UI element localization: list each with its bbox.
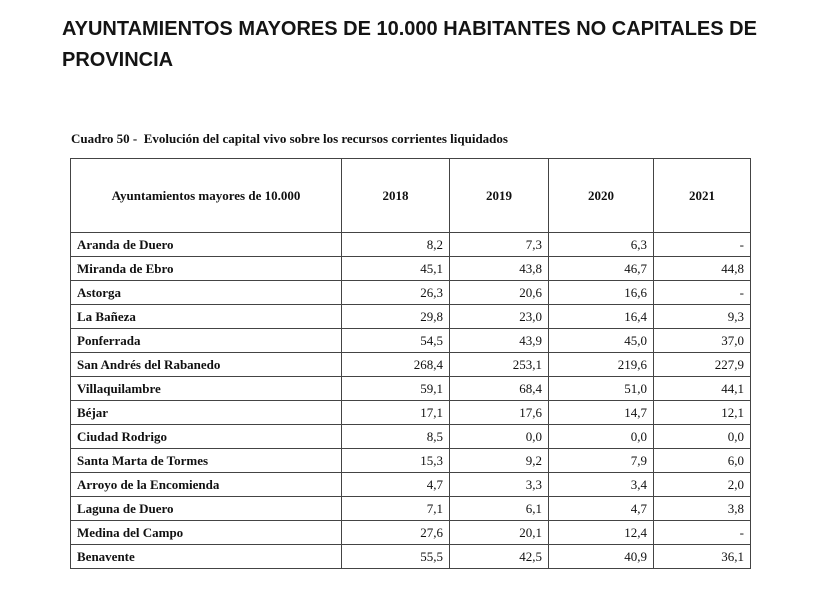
value-cell-2021: 44,1 xyxy=(653,376,751,401)
value-cell-2021: 37,0 xyxy=(653,328,751,353)
value-cell-2019: 20,6 xyxy=(449,280,549,305)
value-cell-2018: 15,3 xyxy=(341,448,450,473)
municipality-cell: Astorga xyxy=(70,280,342,305)
value-cell-2019: 42,5 xyxy=(449,544,549,569)
value-cell-2019: 6,1 xyxy=(449,496,549,521)
municipality-cell: Aranda de Duero xyxy=(70,232,342,257)
table-caption: Cuadro 50 - Evolución del capital vivo s… xyxy=(71,131,508,146)
value-cell-2018: 268,4 xyxy=(341,352,450,377)
municipality-cell: Benavente xyxy=(70,544,342,569)
value-cell-2019: 43,8 xyxy=(449,256,549,281)
value-cell-2021: - xyxy=(653,520,751,545)
value-cell-2019: 17,6 xyxy=(449,400,549,425)
municipality-cell: Ciudad Rodrigo xyxy=(70,424,342,449)
header-year-2021: 2021 xyxy=(653,158,751,233)
value-cell-2021: 36,1 xyxy=(653,544,751,569)
value-cell-2021: 9,3 xyxy=(653,304,751,329)
municipality-cell: Béjar xyxy=(70,400,342,425)
value-cell-2019: 68,4 xyxy=(449,376,549,401)
value-cell-2020: 16,4 xyxy=(548,304,654,329)
value-cell-2020: 0,0 xyxy=(548,424,654,449)
value-cell-2020: 14,7 xyxy=(548,400,654,425)
value-cell-2018: 8,2 xyxy=(341,232,450,257)
value-cell-2019: 0,0 xyxy=(449,424,549,449)
value-cell-2021: 0,0 xyxy=(653,424,751,449)
value-cell-2018: 54,5 xyxy=(341,328,450,353)
table-row: Arroyo de la Encomienda 4,7 3,3 3,4 2,0 xyxy=(70,472,751,497)
value-cell-2019: 43,9 xyxy=(449,328,549,353)
value-cell-2020: 51,0 xyxy=(548,376,654,401)
table-row: Aranda de Duero 8,2 7,3 6,3- xyxy=(70,232,751,257)
table-row: Laguna de Duero 7,1 6,1 4,7 3,8 xyxy=(70,496,751,521)
value-cell-2018: 17,1 xyxy=(341,400,450,425)
value-cell-2019: 20,1 xyxy=(449,520,549,545)
municipality-cell: Arroyo de la Encomienda xyxy=(70,472,342,497)
table-row: Ciudad Rodrigo 8,5 0,0 0,0 0,0 xyxy=(70,424,751,449)
page-heading: AYUNTAMIENTOS MAYORES DE 10.000 HABITANT… xyxy=(62,14,762,76)
value-cell-2018: 29,8 xyxy=(341,304,450,329)
value-cell-2021: 2,0 xyxy=(653,472,751,497)
value-cell-2018: 55,5 xyxy=(341,544,450,569)
value-cell-2020: 40,9 xyxy=(548,544,654,569)
table-row: Astorga 26,3 20,6 16,6- xyxy=(70,280,751,305)
table-header: Ayuntamientos mayores de 10.000 2018 201… xyxy=(70,158,751,233)
header-municipality: Ayuntamientos mayores de 10.000 xyxy=(70,158,342,233)
value-cell-2020: 16,6 xyxy=(548,280,654,305)
municipality-cell: Santa Marta de Tormes xyxy=(70,448,342,473)
table-row: Ponferrada 54,5 43,9 45,0 37,0 xyxy=(70,328,751,353)
value-cell-2020: 6,3 xyxy=(548,232,654,257)
header-row: Ayuntamientos mayores de 10.000 2018 201… xyxy=(70,158,751,233)
municipality-cell: Miranda de Ebro xyxy=(70,256,342,281)
value-cell-2018: 45,1 xyxy=(341,256,450,281)
municipality-cell: La Bañeza xyxy=(70,304,342,329)
header-year-2018: 2018 xyxy=(341,158,450,233)
page-heading-line-2: PROVINCIA xyxy=(62,49,174,71)
value-cell-2020: 46,7 xyxy=(548,256,654,281)
value-cell-2019: 7,3 xyxy=(449,232,549,257)
value-cell-2021: 44,8 xyxy=(653,256,751,281)
value-cell-2020: 12,4 xyxy=(548,520,654,545)
value-cell-2020: 3,4 xyxy=(548,472,654,497)
value-cell-2019: 253,1 xyxy=(449,352,549,377)
table-row: Benavente 55,5 42,5 40,9 36,1 xyxy=(70,544,751,569)
value-cell-2021: - xyxy=(653,232,751,257)
table-row: Medina del Campo 27,6 20,1 12,4- xyxy=(70,520,751,545)
value-cell-2020: 45,0 xyxy=(548,328,654,353)
value-cell-2019: 9,2 xyxy=(449,448,549,473)
value-cell-2020: 7,9 xyxy=(548,448,654,473)
value-cell-2020: 4,7 xyxy=(548,496,654,521)
table-row: Béjar 17,1 17,6 14,7 12,1 xyxy=(70,400,751,425)
header-year-2019: 2019 xyxy=(449,158,549,233)
value-cell-2018: 27,6 xyxy=(341,520,450,545)
value-cell-2020: 219,6 xyxy=(548,352,654,377)
municipality-cell: Villaquilambre xyxy=(70,376,342,401)
table-row: Villaquilambre 59,1 68,4 51,0 44,1 xyxy=(70,376,751,401)
value-cell-2021: 6,0 xyxy=(653,448,751,473)
table-row: Santa Marta de Tormes 15,3 9,2 7,9 6,0 xyxy=(70,448,751,473)
header-year-2020: 2020 xyxy=(548,158,654,233)
page-heading-line-1: AYUNTAMIENTOS MAYORES DE 10.000 HABITANT… xyxy=(62,18,757,40)
municipality-cell: Laguna de Duero xyxy=(70,496,342,521)
table-row: Miranda de Ebro 45,1 43,8 46,7 44,8 xyxy=(70,256,751,281)
value-cell-2018: 7,1 xyxy=(341,496,450,521)
value-cell-2021: - xyxy=(653,280,751,305)
municipality-cell: San Andrés del Rabanedo xyxy=(70,352,342,377)
value-cell-2021: 3,8 xyxy=(653,496,751,521)
value-cell-2018: 4,7 xyxy=(341,472,450,497)
value-cell-2021: 227,9 xyxy=(653,352,751,377)
municipality-cell: Medina del Campo xyxy=(70,520,342,545)
value-cell-2019: 3,3 xyxy=(449,472,549,497)
table-row: San Andrés del Rabanedo 268,4 253,1 219,6 22… xyxy=(70,352,751,377)
value-cell-2021: 12,1 xyxy=(653,400,751,425)
value-cell-2018: 26,3 xyxy=(341,280,450,305)
data-table: Ayuntamientos mayores de 10.000 2018 201… xyxy=(70,158,751,569)
value-cell-2019: 23,0 xyxy=(449,304,549,329)
municipality-cell: Ponferrada xyxy=(70,328,342,353)
value-cell-2018: 59,1 xyxy=(341,376,450,401)
value-cell-2018: 8,5 xyxy=(341,424,450,449)
table-body: Aranda de Duero 8,2 7,3 6,3- Miranda de Ebro… xyxy=(70,232,751,569)
table-row: La Bañeza 29,8 23,0 16,4 9,3 xyxy=(70,304,751,329)
